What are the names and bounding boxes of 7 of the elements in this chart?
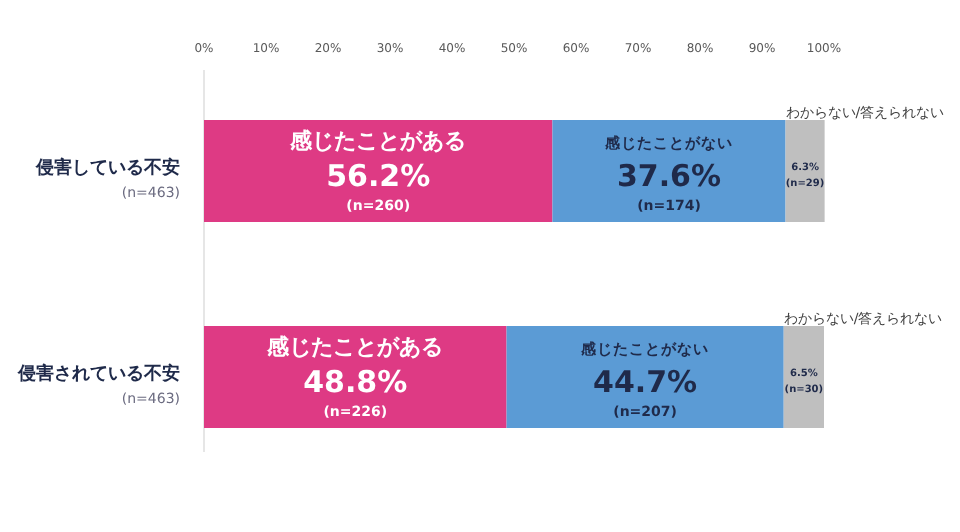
bar xyxy=(204,120,553,222)
text: 感じたことがある xyxy=(267,334,444,360)
bar xyxy=(552,120,786,222)
series-label: 感じたことがある xyxy=(288,128,467,154)
bar xyxy=(783,326,824,428)
bar xyxy=(785,120,825,222)
bar xyxy=(506,326,784,428)
